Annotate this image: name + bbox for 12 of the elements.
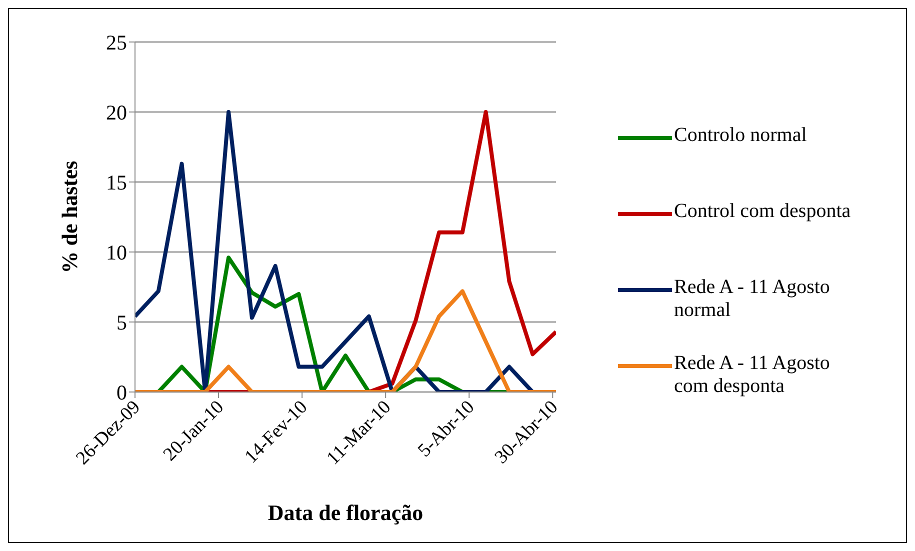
y-tick-label: 25 xyxy=(106,30,127,54)
y-tick-label: 0 xyxy=(116,380,127,404)
y-tick-label: 10 xyxy=(106,240,127,264)
y-tick-label: 5 xyxy=(116,310,127,334)
legend-label: Control com desponta xyxy=(674,200,852,222)
legend-label: Rede A - 11 Agosto com desponta xyxy=(674,352,831,398)
legend-label: Rede A - 11 Agosto normal xyxy=(674,276,831,322)
legend-label: Controlo normal xyxy=(674,124,808,146)
x-axis-title: Data de floração xyxy=(268,500,424,525)
y-tick-label: 15 xyxy=(106,170,127,194)
y-tick-label: 20 xyxy=(106,100,127,124)
y-axis-title: % de hastes xyxy=(56,160,82,274)
